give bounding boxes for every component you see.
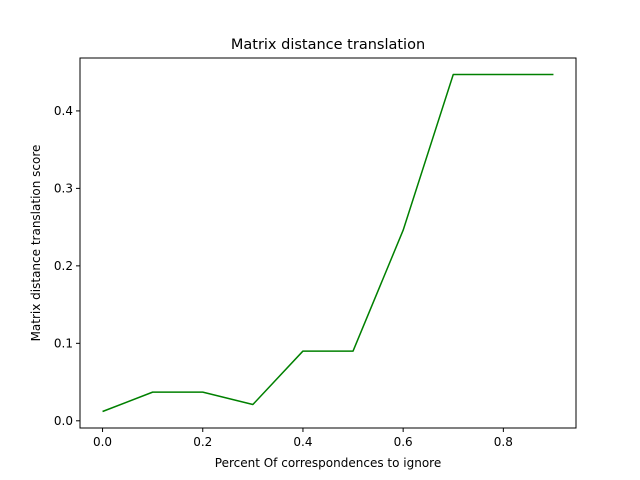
x-tick-label: 0.6: [394, 435, 413, 449]
y-tick-label: 0.0: [54, 414, 73, 428]
y-axis-label: Matrix distance translation score: [29, 145, 43, 342]
series-line-0: [102, 73, 554, 413]
chart-title: Matrix distance translation: [231, 37, 425, 53]
x-tick-label: 0.8: [494, 435, 513, 449]
plot-area: [102, 73, 554, 413]
x-tick-label: 0.2: [193, 435, 212, 449]
x-tick-label: 0.4: [293, 435, 312, 449]
y-axis: 0.0 0.1 0.2 0.3 0.4: [54, 104, 80, 428]
y-tick-label: 0.2: [54, 259, 73, 273]
x-tick-label: 0.0: [93, 435, 112, 449]
y-tick-label: 0.3: [54, 181, 73, 195]
axes-frame: [79, 57, 577, 429]
y-tick-label: 0.1: [54, 336, 73, 350]
x-axis: 0.0 0.2 0.4 0.6 0.8: [93, 428, 513, 449]
y-tick-label: 0.4: [54, 104, 73, 118]
x-axis-label: Percent Of correspondences to ignore: [215, 456, 441, 470]
